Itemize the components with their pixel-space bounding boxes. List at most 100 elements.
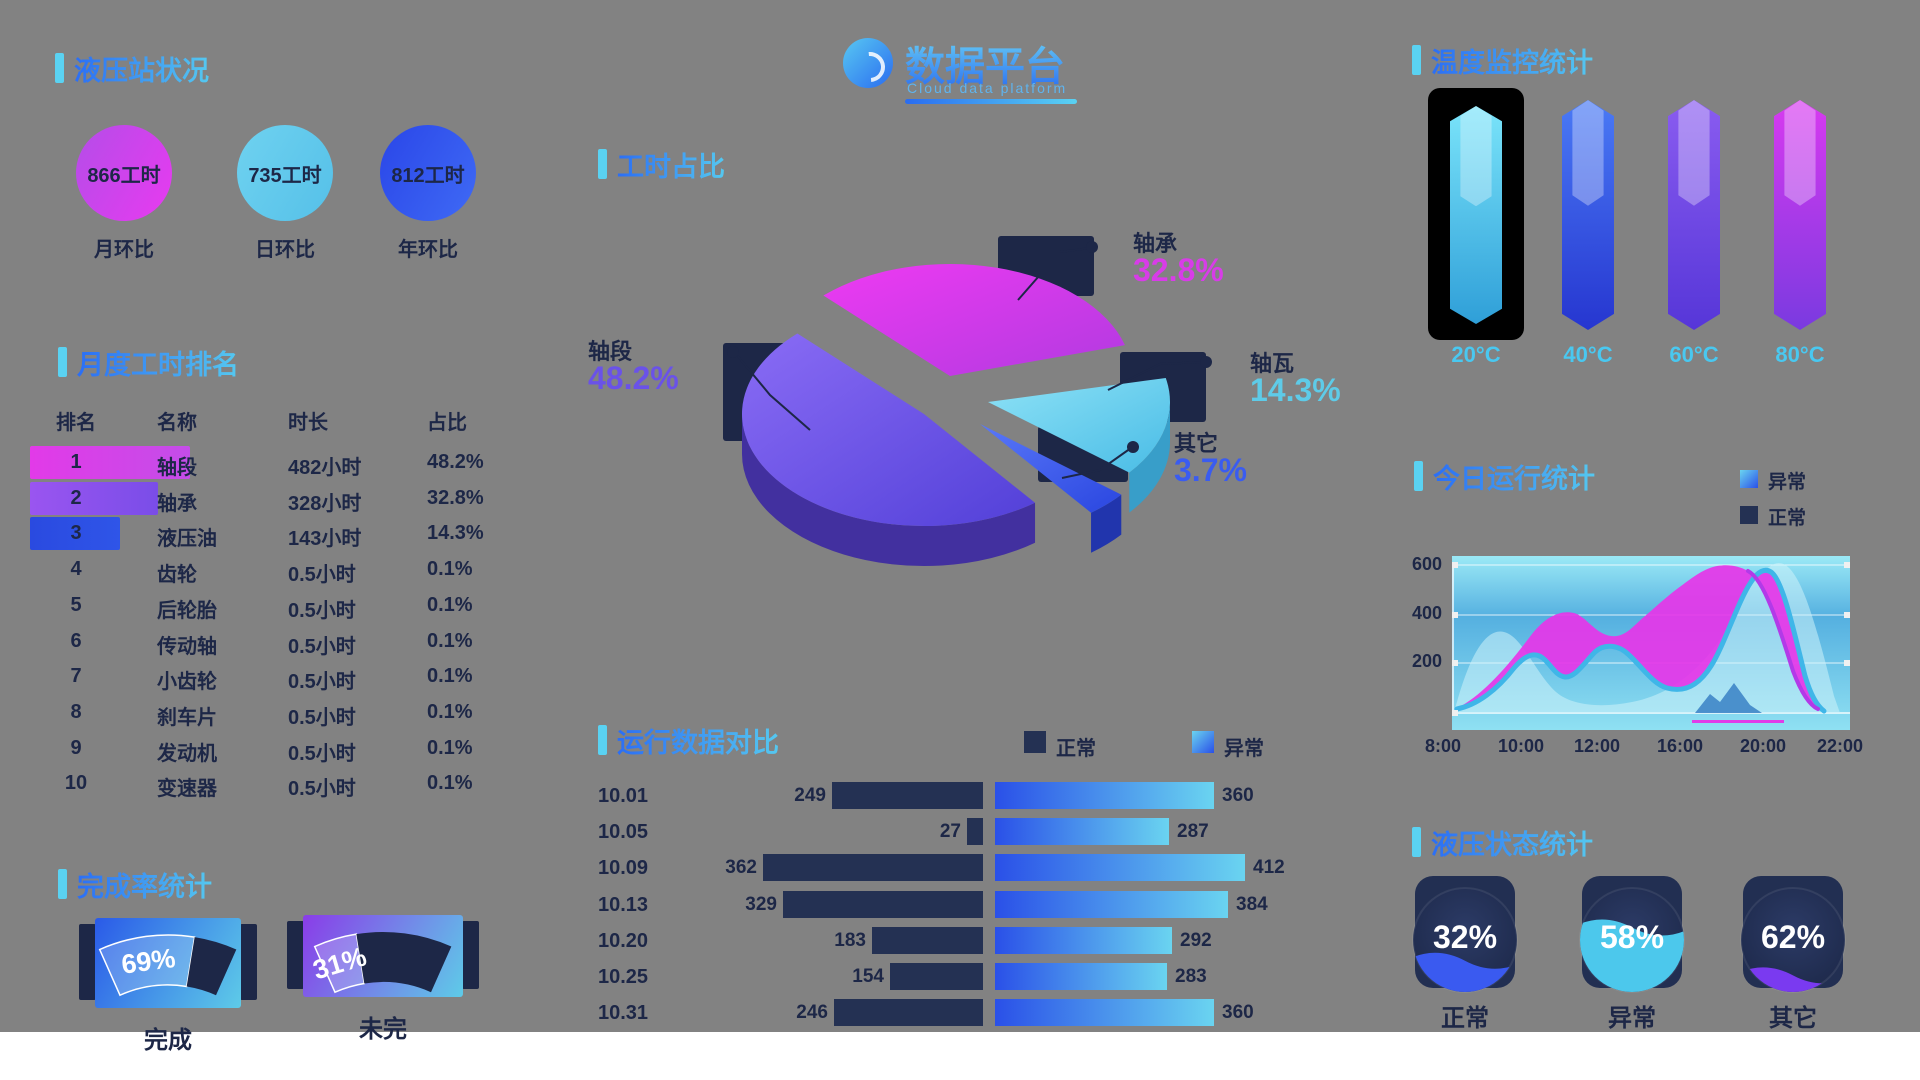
gauge-label: 正常 <box>1441 1005 1489 1032</box>
leader-dot <box>1127 441 1139 453</box>
pie-slice-轴段 <box>741 333 1036 527</box>
section-title-pie: 工时占比 <box>598 148 725 182</box>
bar-abnormal[interactable] <box>995 926 1172 954</box>
table-cell-name: 刹车片 <box>157 706 217 729</box>
legend-label: 正常 <box>1768 508 1807 529</box>
stat-label: 月环比 <box>94 239 154 261</box>
liquid-gauge: 62% <box>1740 876 1846 993</box>
gauge-label: 异常 <box>1608 1005 1656 1032</box>
liquid-gauge: 32% <box>1412 876 1518 993</box>
bar-normal-value: 27 <box>939 821 961 843</box>
leader-dot <box>1200 356 1212 368</box>
bar-abnormal[interactable] <box>995 890 1228 918</box>
temperature-bar[interactable] <box>1668 100 1720 330</box>
gauge-side-tab <box>287 921 304 989</box>
bar-normal[interactable] <box>890 963 983 990</box>
section-title-hydraulic: 液压站状况 <box>55 52 209 86</box>
temperature-label: 80°C <box>1775 342 1825 367</box>
bar-abnormal[interactable] <box>995 782 1214 809</box>
temperature-bar[interactable] <box>1450 106 1502 324</box>
table-cell-rank: 10 <box>64 772 88 795</box>
legend-swatch-正常 <box>1740 506 1758 524</box>
table-cell-name: 传动轴 <box>157 635 217 658</box>
bar-inner-highlight <box>1678 100 1710 206</box>
cloud-logo-icon <box>843 38 893 88</box>
table-cell-rank: 7 <box>70 665 82 688</box>
bar-inner-highlight <box>1784 100 1816 206</box>
accent-bar <box>55 53 64 83</box>
bar-category-label: 10.01 <box>598 785 649 807</box>
temperature-label: 20°C <box>1451 342 1501 367</box>
bar-normal-value: 154 <box>852 966 884 987</box>
bar-normal[interactable] <box>832 782 983 809</box>
bar-normal[interactable] <box>763 854 983 882</box>
x-axis-tick: 16:00 <box>1656 736 1704 756</box>
table-cell-name: 液压油 <box>157 528 217 551</box>
table-cell-name: 发动机 <box>157 742 217 765</box>
temperature-bar[interactable] <box>1774 100 1826 330</box>
table-cell-name: 轴承 <box>157 492 197 515</box>
legend-label: 异常 <box>1224 738 1264 760</box>
x-axis-tick: 8:00 <box>1424 736 1462 756</box>
bar-abnormal-value: 360 <box>1222 785 1254 806</box>
table-cell-pct: 0.1% <box>427 593 473 616</box>
section-title-temperature: 温度监控统计 <box>1412 44 1593 78</box>
table-cell-name: 轴段 <box>157 457 197 479</box>
pie-slice-name: 轴瓦 <box>1250 351 1295 376</box>
pie-chart <box>741 264 1170 566</box>
gauge-side-tab <box>79 924 96 1000</box>
bar-normal[interactable] <box>872 926 983 954</box>
table-cell-hours: 0.5小时 <box>288 635 356 658</box>
bar-abnormal[interactable] <box>995 854 1245 882</box>
bar-abnormal-value: 360 <box>1222 1002 1254 1024</box>
y-axis-tick: 600 <box>1411 554 1442 574</box>
gauge-label: 完成 <box>144 1027 192 1054</box>
pie-slice-value: 14.3% <box>1250 372 1341 408</box>
bar-normal-value: 183 <box>834 929 866 951</box>
table-cell-hours: 143小时 <box>288 528 362 551</box>
gauge-side-tab <box>462 921 479 989</box>
table-cell-pct: 0.1% <box>427 700 473 723</box>
bar-abnormal-value: 287 <box>1177 821 1209 843</box>
bar-category-label: 10.13 <box>598 893 649 916</box>
accent-bar <box>58 347 67 377</box>
gauge-label: 其它 <box>1769 1005 1817 1032</box>
section-title-rank-table: 月度工时排名 <box>58 346 239 380</box>
bar-normal[interactable] <box>834 999 983 1027</box>
rank-highlight-bar <box>30 517 120 551</box>
title-underline <box>905 99 1077 104</box>
table-cell-pct: 0.1% <box>427 629 473 652</box>
table-cell-hours: 328小时 <box>288 492 362 515</box>
table-header: 占比 <box>427 412 467 434</box>
stat-value: 735工时 <box>248 164 322 187</box>
accent-bar <box>1412 45 1421 75</box>
rank-highlight-bar <box>30 481 158 515</box>
x-axis-tick: 20:00 <box>1739 736 1787 756</box>
bar-abnormal-value: 412 <box>1253 857 1285 879</box>
bar-normal[interactable] <box>967 818 983 846</box>
bar-normal[interactable] <box>783 890 983 918</box>
stat-circle: 866工时 <box>76 125 172 221</box>
stat-item: 866工时月环比 <box>76 125 172 262</box>
gauge-percent: 62% <box>1761 919 1825 955</box>
pie-slice-value: 3.7% <box>1174 452 1247 488</box>
bar-abnormal[interactable] <box>995 818 1169 846</box>
table-cell-rank: 5 <box>70 593 82 616</box>
bar-abnormal-value: 292 <box>1180 929 1212 951</box>
table-cell-pct: 14.3% <box>427 522 484 545</box>
bar-abnormal-value: 384 <box>1236 893 1268 915</box>
pie-slice-其它 <box>980 424 1122 513</box>
accent-bar <box>598 725 607 755</box>
bar-category-label: 10.31 <box>598 1002 649 1025</box>
table-header: 排名 <box>56 412 96 434</box>
legend-swatch-正常 <box>1024 731 1046 753</box>
table-cell-hours: 0.5小时 <box>288 742 356 765</box>
temperature-bar[interactable] <box>1562 100 1614 330</box>
legend-swatch-异常 <box>1740 470 1758 488</box>
table-cell-name: 齿轮 <box>157 564 197 587</box>
table-cell-hours: 0.5小时 <box>288 564 356 587</box>
bar-abnormal[interactable] <box>995 999 1214 1027</box>
section-title-arc-gauges: 完成率统计 <box>58 868 212 902</box>
bar-abnormal[interactable] <box>995 963 1167 990</box>
